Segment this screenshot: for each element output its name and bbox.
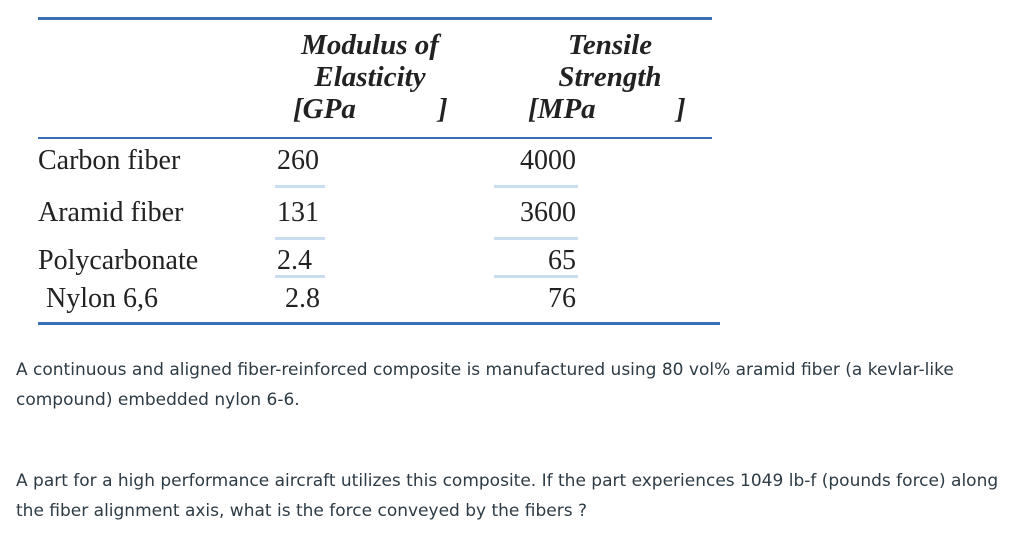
row-label: Carbon fiber	[38, 145, 181, 176]
strength-cell: 3600	[520, 197, 576, 228]
row-separator	[275, 185, 325, 188]
row-separator	[275, 275, 325, 278]
modulus-cell: 260	[277, 145, 319, 176]
modulus-cell: 2.8	[285, 283, 320, 314]
strength-cell: 65	[548, 245, 576, 276]
header-bracket: ]	[438, 93, 448, 125]
header-line: Modulus of	[301, 29, 439, 61]
strength-cell: 76	[548, 283, 576, 314]
modulus-cell: 2.4	[277, 245, 312, 276]
row-separator	[494, 185, 578, 188]
row-separator	[275, 237, 325, 240]
header-unit: [GPa	[293, 93, 356, 125]
header-line: Strength	[558, 61, 662, 93]
row-label: Nylon 6,6	[46, 283, 158, 314]
table-top-rule	[38, 17, 712, 20]
header-line: Elasticity	[314, 61, 426, 93]
modulus-cell: 131	[277, 197, 319, 228]
row-separator	[494, 237, 578, 240]
paragraph: A part for a high performance aircraft u…	[16, 471, 999, 521]
row-label: Aramid fiber	[38, 197, 184, 228]
row-separator	[494, 275, 578, 278]
header-unit: [MPa	[528, 93, 596, 125]
row-label: Polycarbonate	[38, 245, 199, 276]
paragraph: A continuous and aligned fiber-reinforce…	[16, 360, 954, 410]
header-rule	[38, 137, 712, 139]
strength-cell: 4000	[520, 145, 576, 176]
header-line: Tensile	[567, 29, 653, 61]
table-bottom-rule	[38, 322, 720, 325]
header-bracket: ]	[676, 93, 686, 125]
